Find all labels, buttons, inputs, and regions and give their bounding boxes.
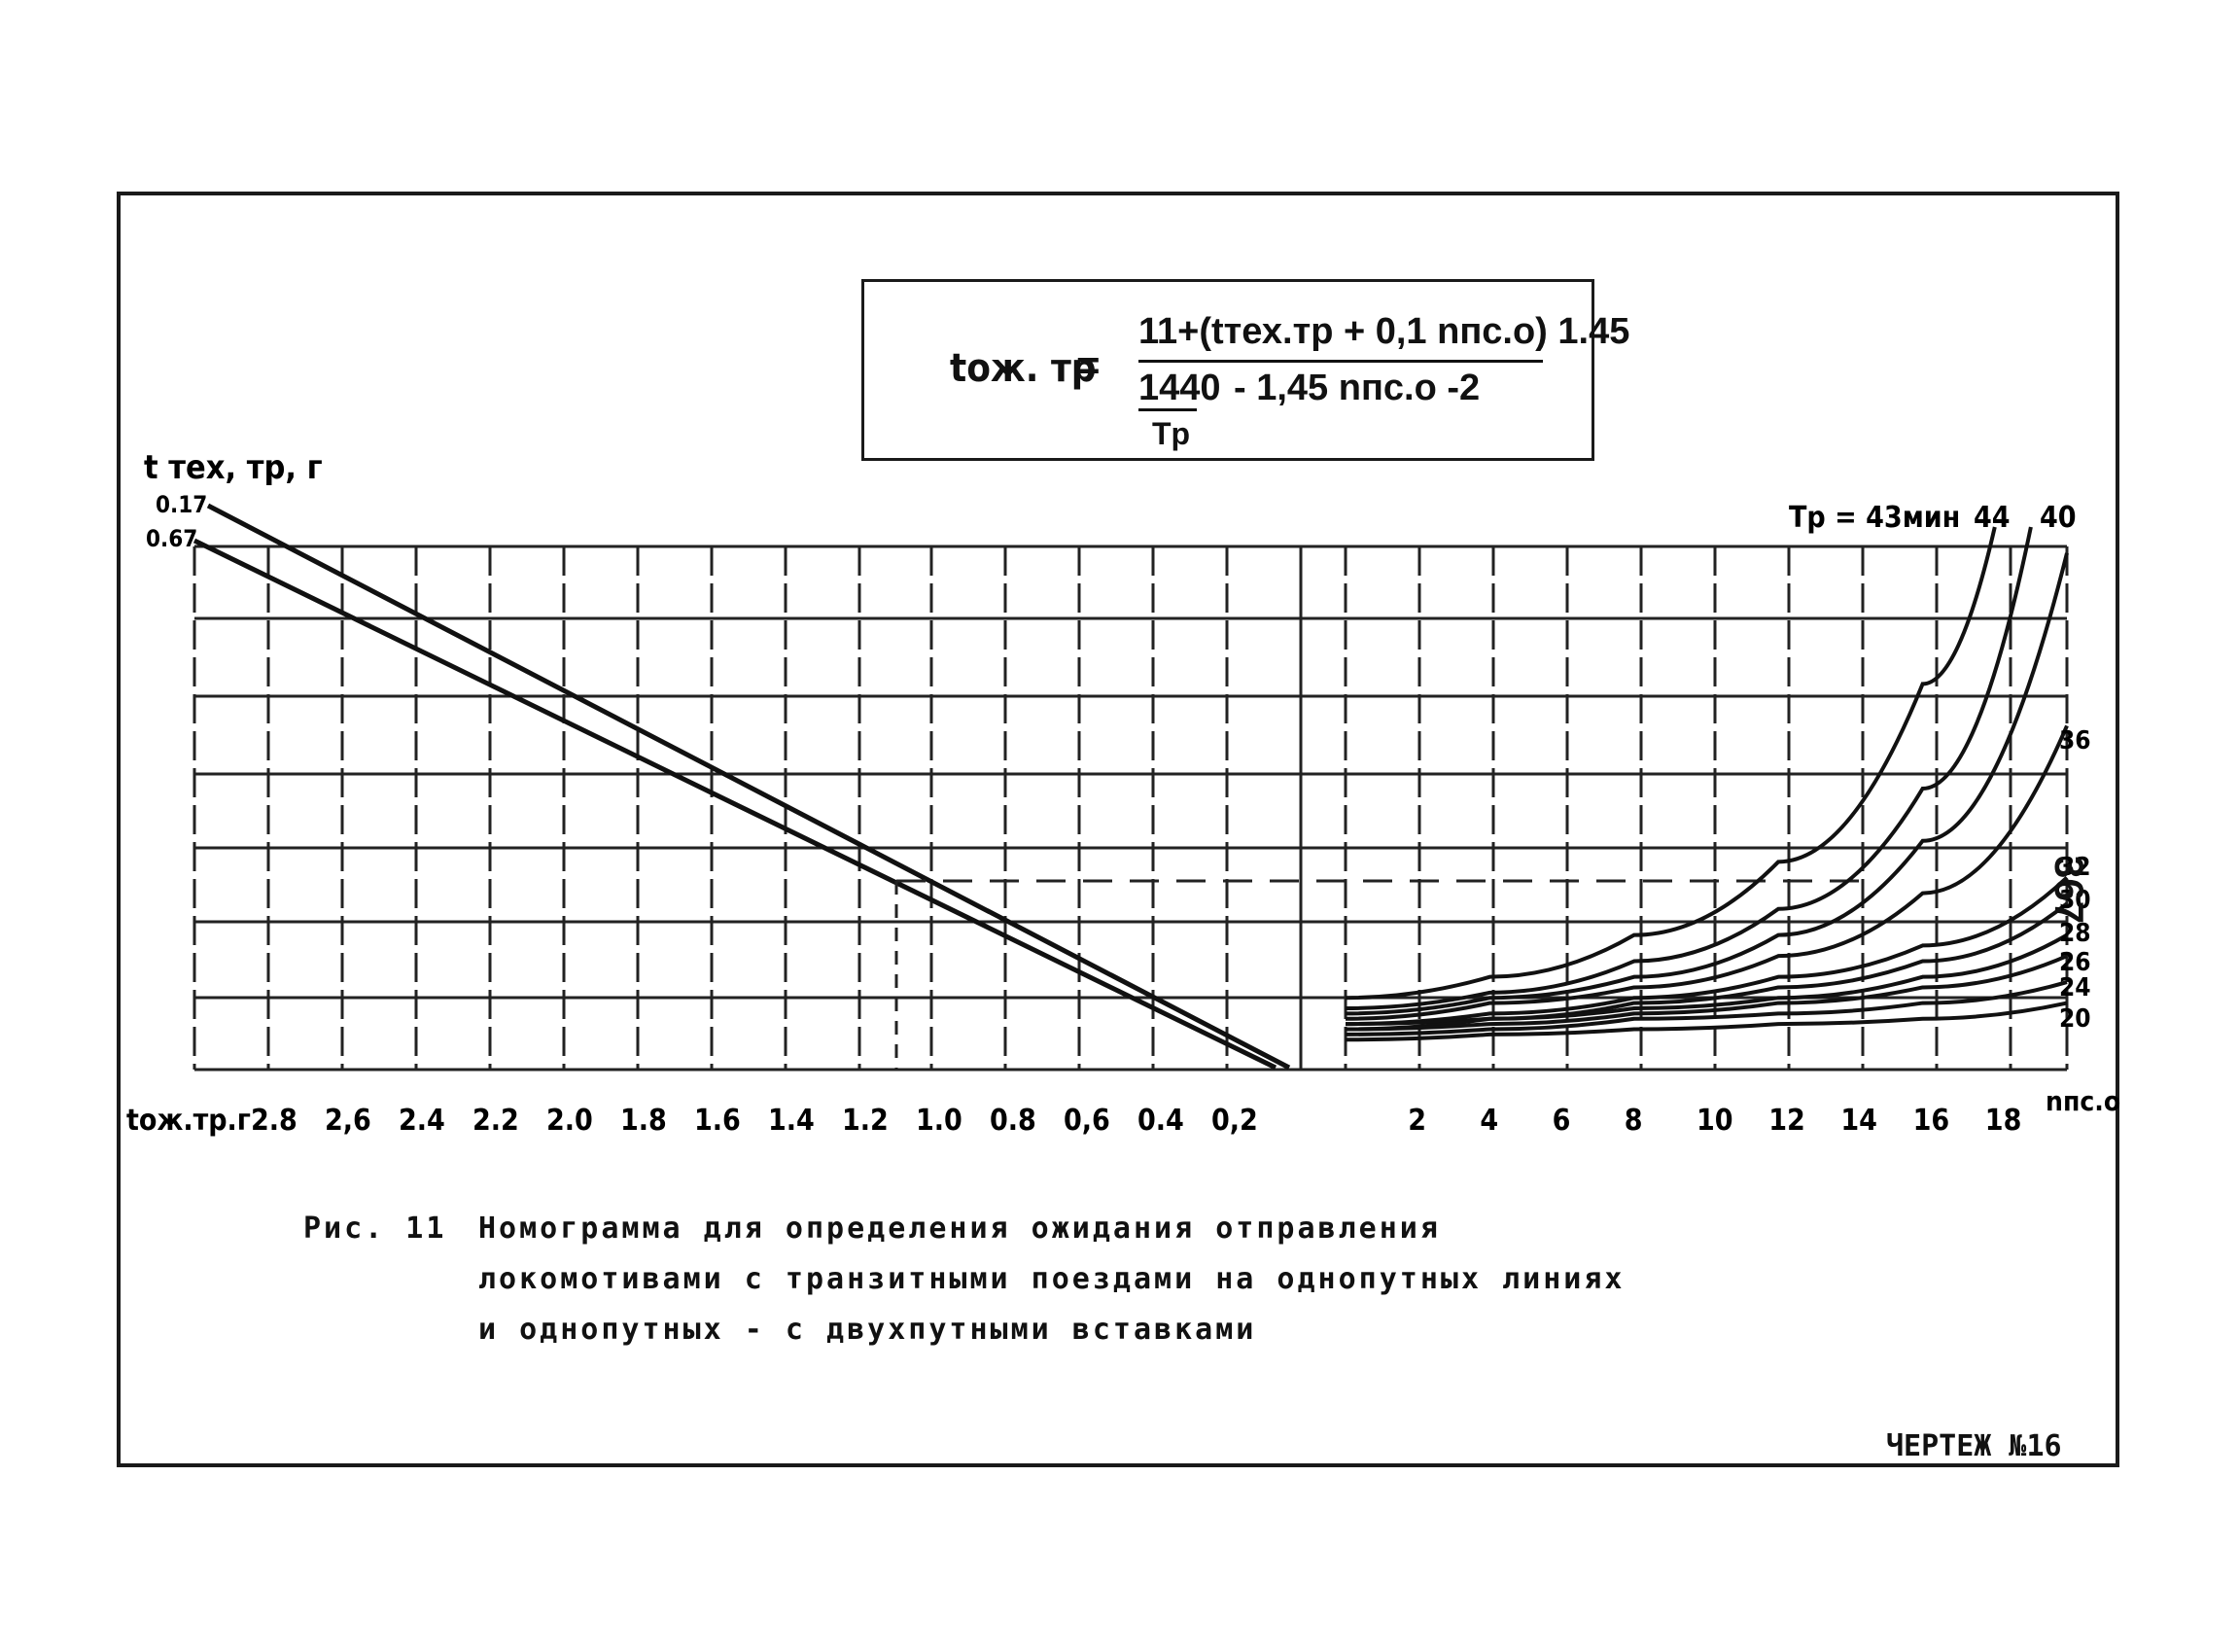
curve-tp-40 bbox=[1345, 552, 2069, 1016]
formula-sub-bar bbox=[1138, 408, 1197, 411]
formula-equals: = bbox=[1076, 342, 1101, 388]
chart-lines bbox=[192, 503, 2069, 1071]
formula-denominator-bottom: Tр bbox=[1152, 416, 1191, 451]
x-tick-left: 1.6 bbox=[694, 1104, 741, 1138]
chart-ticks: 2.8 2,6 2.4 2.2 2.0 1.8 1.6 1.4 1.2 1.0 0.8 0,6 0.4 0… bbox=[251, 726, 2091, 1138]
x-tick-right: 10 bbox=[1697, 1104, 1733, 1138]
curve-tp-43 bbox=[1345, 526, 1997, 1001]
curve-tp-26 bbox=[1345, 954, 2068, 1032]
curve-tp-44 bbox=[1345, 526, 2033, 1010]
tp-44-label: 44 bbox=[1974, 501, 2011, 535]
x-tick-right: 4 bbox=[1480, 1104, 1498, 1138]
formula-numerator: 11+(tтех.тр + 0,1 nпс.о) 1.45 bbox=[1138, 311, 1630, 352]
formula-denominator-top: 1440 bbox=[1138, 368, 1221, 408]
drawing-frame bbox=[117, 192, 2119, 1467]
curve-tp-32 bbox=[1345, 876, 2069, 1027]
curve-label: 32 bbox=[2059, 853, 2091, 882]
x-tick-left: 0.8 bbox=[990, 1104, 1036, 1138]
x-tick-right: 6 bbox=[1553, 1104, 1571, 1138]
curve-label: 20 bbox=[2059, 1004, 2091, 1034]
series-line-0.67 bbox=[192, 538, 1277, 1071]
x-tick-right: 16 bbox=[1913, 1104, 1950, 1138]
left-axis-title: t тех, тр, г bbox=[144, 448, 323, 487]
x-tick-left: 2,6 bbox=[325, 1104, 371, 1138]
curve-tp-28 bbox=[1345, 932, 2069, 1032]
caption-line-1: Номограмма для определения ожидания отпр… bbox=[478, 1212, 1441, 1246]
chart-grid bbox=[192, 545, 2069, 1072]
x-tick-left: 0.4 bbox=[1137, 1104, 1184, 1138]
page-number: 367 bbox=[2047, 856, 2092, 925]
curve-tp-36 bbox=[1345, 724, 2069, 1021]
x-tick-right: 8 bbox=[1625, 1104, 1643, 1138]
formula-box: tож. тр = 11+(tтех.тр + 0,1 nпс.о) 1.45 … bbox=[861, 279, 1629, 461]
drawing-number: ЧЕРТЕЖ №16 bbox=[1886, 1429, 2062, 1463]
x-tick-left: 1.2 bbox=[842, 1104, 889, 1138]
x-tick-right: 12 bbox=[1768, 1104, 1805, 1138]
bottom-left-axis-title: tож.тр.г bbox=[126, 1104, 251, 1138]
x-tick-left: 0,6 bbox=[1064, 1104, 1110, 1138]
caption-line-3: и однопутных - с двухпутными вставками bbox=[478, 1313, 1257, 1347]
curve-tp-20 bbox=[1345, 1001, 2068, 1042]
x-tick-left: 2.4 bbox=[399, 1104, 445, 1138]
x-tick-left: 0,2 bbox=[1211, 1104, 1258, 1138]
tp-label: Tр = 43мин bbox=[1789, 501, 1960, 535]
x-tick-left: 1.0 bbox=[916, 1104, 962, 1138]
curve-label: 36 bbox=[2059, 726, 2091, 756]
formula-lhs: tож. тр bbox=[950, 346, 1097, 391]
x-tick-right: 18 bbox=[1985, 1104, 2022, 1138]
curve-label: 28 bbox=[2059, 919, 2091, 948]
formula-denominator-rest: - 1,45 nпс.о -2 bbox=[1234, 368, 1481, 408]
tp-40-label: 40 bbox=[2040, 501, 2077, 535]
figure-number: Рис. 11 bbox=[303, 1212, 447, 1246]
x-tick-left: 1.4 bbox=[768, 1104, 815, 1138]
curve-label: 26 bbox=[2059, 948, 2091, 977]
line-label-017: 0.17 bbox=[156, 491, 207, 518]
formula-main-bar bbox=[1138, 360, 1543, 363]
x-tick-left: 1.8 bbox=[620, 1104, 667, 1138]
x-tick-right: 14 bbox=[1840, 1104, 1877, 1138]
x-tick-left: 2.8 bbox=[251, 1104, 297, 1138]
x-tick-left: 2.2 bbox=[472, 1104, 519, 1138]
curve-label: 24 bbox=[2059, 973, 2091, 1002]
line-label-067: 0.67 bbox=[146, 525, 197, 552]
series-line-0.17 bbox=[206, 503, 1291, 1071]
caption-line-2: локомотивами с транзитными поездами на о… bbox=[478, 1262, 1626, 1296]
bottom-right-axis-title: nпс.о bbox=[2046, 1085, 2120, 1117]
x-tick-right: 2 bbox=[1408, 1104, 1426, 1138]
curve-label: 30 bbox=[2059, 886, 2091, 915]
x-tick-left: 2.0 bbox=[546, 1104, 593, 1138]
curve-tp-24 bbox=[1345, 980, 2068, 1037]
